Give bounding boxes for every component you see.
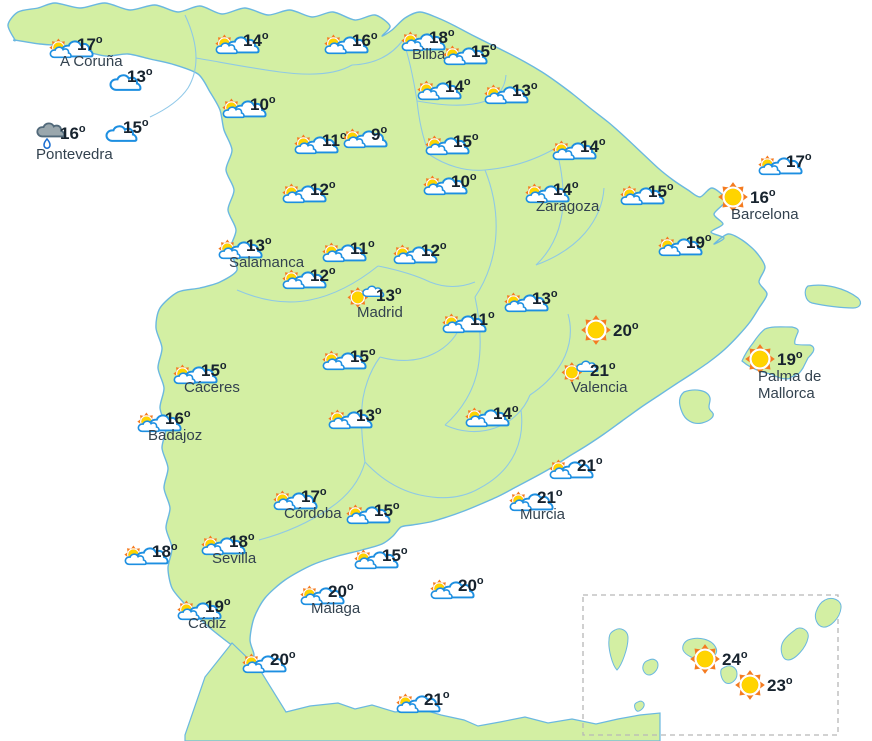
svg-text:Barcelona: Barcelona [731,206,799,223]
svg-text:17o: 17o [786,151,812,171]
svg-text:Badajoz: Badajoz [148,427,202,444]
svg-text:15o: 15o [123,117,149,137]
svg-text:Sevilla: Sevilla [212,550,257,567]
svg-text:Valencia: Valencia [571,379,628,396]
svg-text:Córdoba: Córdoba [284,505,342,522]
svg-text:24o: 24o [722,649,748,669]
svg-text:Málaga: Málaga [311,600,361,617]
svg-text:Murcia: Murcia [520,506,566,523]
svg-text:21o: 21o [577,455,603,475]
svg-text:16o: 16o [750,187,776,207]
svg-text:20o: 20o [328,581,354,601]
svg-text:23o: 23o [767,675,793,695]
svg-text:13o: 13o [127,66,153,86]
svg-text:A Coruña: A Coruña [60,53,123,70]
svg-text:Salamanca: Salamanca [229,254,305,271]
svg-text:Cáceres: Cáceres [184,379,240,396]
svg-text:Pontevedra: Pontevedra [36,146,113,163]
svg-text:21o: 21o [537,487,563,507]
svg-text:15o: 15o [382,545,408,565]
svg-text:20o: 20o [270,649,296,669]
svg-text:20o: 20o [458,575,484,595]
svg-text:Zaragoza: Zaragoza [536,198,600,215]
svg-text:16o: 16o [60,123,86,143]
svg-text:Cádiz: Cádiz [188,615,226,632]
svg-text:Madrid: Madrid [357,304,403,321]
svg-text:21o: 21o [424,689,450,709]
